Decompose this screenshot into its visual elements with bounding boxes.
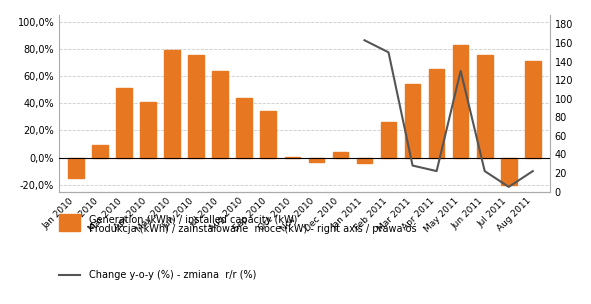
Bar xyxy=(453,45,469,157)
Bar xyxy=(381,122,397,157)
Bar xyxy=(212,71,228,157)
Bar xyxy=(236,98,252,157)
Bar xyxy=(140,102,156,157)
Text: Produkcja (kWh) / zainstalowane  moce (kW) - right axis / prawa oś: Produkcja (kWh) / zainstalowane moce (kW… xyxy=(89,223,416,234)
Bar xyxy=(261,112,276,157)
Bar xyxy=(68,157,84,178)
Bar xyxy=(333,152,348,157)
Bar xyxy=(309,157,324,162)
Bar xyxy=(92,145,108,157)
Bar xyxy=(501,157,517,185)
Bar xyxy=(356,157,372,163)
Bar xyxy=(164,50,180,157)
Bar xyxy=(429,69,444,157)
Bar xyxy=(116,88,132,157)
Text: Change y-o-y (%) - zmiana  r/r (%): Change y-o-y (%) - zmiana r/r (%) xyxy=(89,270,256,280)
Bar xyxy=(477,54,492,157)
Text: Generation (kWh) / installed capacity (kW): Generation (kWh) / installed capacity (k… xyxy=(89,215,297,225)
Bar xyxy=(405,85,420,157)
Bar xyxy=(189,54,204,157)
Bar xyxy=(525,61,541,157)
